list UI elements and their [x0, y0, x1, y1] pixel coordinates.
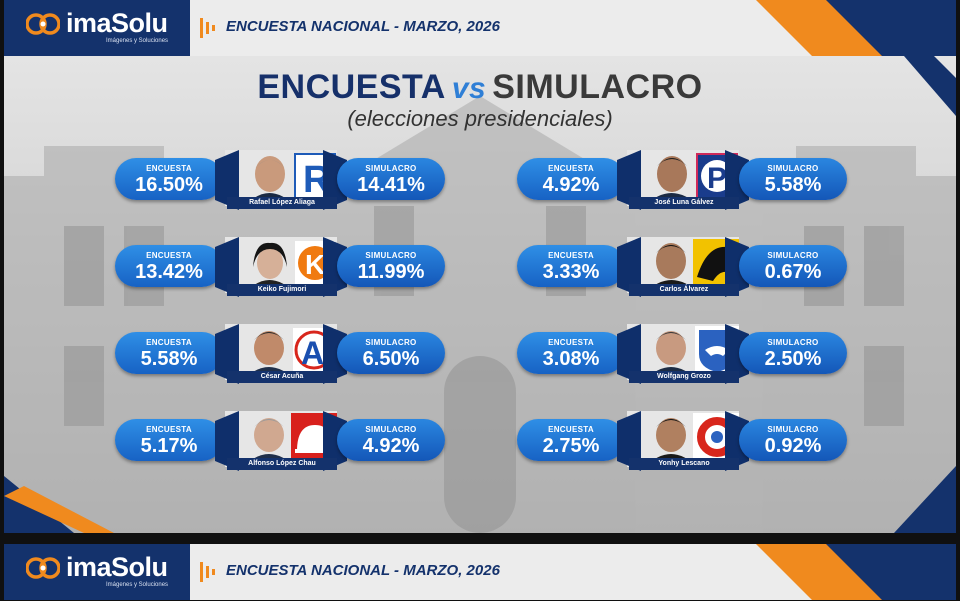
encuesta-value: 13.42%: [135, 261, 203, 283]
encuesta-label: ENCUESTA: [548, 425, 594, 434]
header-corner-decoration: [756, 0, 956, 56]
header-title: ENCUESTA NACIONAL - MARZO, 2026: [226, 18, 500, 35]
letter-k-logo-icon: K: [305, 249, 325, 280]
page-title: ENCUESTA vs SIMULACRO: [4, 68, 956, 107]
simulacro-pill: SIMULACRO 5.58%: [739, 158, 847, 200]
brand-logo-block: imaSolu Imágenes y Soluciones: [4, 0, 190, 56]
header-corner-decoration: [756, 544, 956, 600]
simulacro-pill: SIMULACRO 0.67%: [739, 245, 847, 287]
simulacro-value: 5.58%: [764, 174, 822, 196]
simulacro-label: SIMULACRO: [767, 425, 819, 434]
simulacro-value: 6.50%: [362, 348, 420, 370]
candidate-name: Wolfgang Grozo: [629, 371, 739, 383]
encuesta-value: 2.75%: [542, 435, 600, 457]
bottom-header-bar: imaSolu Imágenes y Soluciones ENCUESTA N…: [4, 544, 956, 600]
encuesta-pill: ENCUESTA 3.33%: [517, 245, 625, 287]
title-simulacro: SIMULACRO: [492, 68, 703, 106]
encuesta-value: 3.33%: [542, 261, 600, 283]
simulacro-value: 2.50%: [764, 348, 822, 370]
candidate-card-grozo: ENCUESTA 3.08% Wolfgang Grozo SIMULACRO …: [517, 324, 849, 384]
simulacro-pill: SIMULACRO 14.41%: [337, 158, 445, 200]
encuesta-pill: ENCUESTA 3.08%: [517, 332, 625, 374]
simulacro-pill: SIMULACRO 4.92%: [337, 419, 445, 461]
letter-a-logo-icon: A: [301, 335, 324, 371]
encuesta-value: 3.08%: [542, 348, 600, 370]
simulacro-pill: SIMULACRO 11.99%: [337, 245, 445, 287]
simulacro-value: 14.41%: [357, 174, 425, 196]
candidate-name: Yonhy Lescano: [629, 458, 739, 470]
ribbon-wedge-left: [215, 150, 239, 210]
candidate-name: César Acuña: [227, 371, 337, 383]
simulacro-pill: SIMULACRO 2.50%: [739, 332, 847, 374]
top-header-bar: imaSolu Imágenes y Soluciones ENCUESTA N…: [4, 0, 956, 56]
candidate-card-acuna: ENCUESTA 5.58% A César Acuña SIMULACRO 6…: [115, 324, 447, 384]
encuesta-value: 4.92%: [542, 174, 600, 196]
encuesta-label: ENCUESTA: [548, 251, 594, 260]
brand-tagline: Imágenes y Soluciones: [106, 38, 169, 44]
simulacro-pill: SIMULACRO 6.50%: [337, 332, 445, 374]
candidate-card-lopez-aliaga: ENCUESTA 16.50% R Rafael López Aliaga SI…: [115, 150, 447, 210]
simulacro-pill: SIMULACRO 0.92%: [739, 419, 847, 461]
brand-name: imaSolu: [66, 552, 168, 582]
ribbon-wedge-left: [617, 237, 641, 297]
simulacro-label: SIMULACRO: [365, 425, 417, 434]
ribbon-wedge-left: [215, 237, 239, 297]
candidate-name: Carlos Álvarez: [629, 284, 739, 296]
encuesta-value: 5.58%: [140, 348, 198, 370]
encuesta-pill: ENCUESTA 4.92%: [517, 158, 625, 200]
title-encuesta: ENCUESTA: [257, 68, 446, 106]
ribbon-wedge-left: [617, 324, 641, 384]
encuesta-label: ENCUESTA: [146, 425, 192, 434]
title-vs: vs: [451, 72, 487, 105]
candidate-name: José Luna Gálvez: [629, 197, 739, 209]
candidate-name: Alfonso López Chau: [227, 458, 337, 470]
imasolu-logo-icon: [26, 13, 60, 35]
brand-tagline: Imágenes y Soluciones: [106, 582, 169, 588]
candidate-card-fujimori: ENCUESTA 13.42% K Keiko Fujimori SIMULAC…: [115, 237, 447, 297]
candidate-card-lescano: ENCUESTA 2.75% Yonhy Lescano SIMULACRO 0…: [517, 411, 849, 471]
letter-p-logo-icon: P: [707, 162, 727, 195]
encuesta-pill: ENCUESTA 5.58%: [115, 332, 223, 374]
brand-logo-block: imaSolu Imágenes y Soluciones: [4, 544, 190, 600]
candidate-card-alvarez: ENCUESTA 3.33% Carlos Álvarez SIMULACRO …: [517, 237, 849, 297]
candidate-name: Rafael López Aliaga: [227, 197, 337, 209]
ribbon-wedge-left: [215, 411, 239, 471]
brand-name: imaSolu: [66, 8, 168, 38]
simulacro-value: 0.92%: [764, 435, 822, 457]
imasolu-logo-icon: [26, 557, 60, 579]
ribbon-wedge-left: [617, 150, 641, 210]
simulacro-label: SIMULACRO: [767, 164, 819, 173]
simulacro-value: 4.92%: [362, 435, 420, 457]
simulacro-label: SIMULACRO: [365, 338, 417, 347]
candidate-card-luna-galvez: ENCUESTA 4.92% P José Luna Gálvez SIMULA…: [517, 150, 849, 210]
encuesta-label: ENCUESTA: [146, 338, 192, 347]
candidate-name: Keiko Fujimori: [227, 284, 337, 296]
encuesta-value: 5.17%: [140, 435, 198, 457]
main-panel: ENCUESTA vs SIMULACRO (elecciones presiden…: [4, 56, 956, 533]
simulacro-label: SIMULACRO: [365, 251, 417, 260]
simulacro-label: SIMULACRO: [767, 251, 819, 260]
encuesta-pill: ENCUESTA 5.17%: [115, 419, 223, 461]
candidate-card-lopez-chau: ENCUESTA 5.17% Alfonso López Chau SIMULA…: [115, 411, 447, 471]
simulacro-value: 11.99%: [357, 261, 425, 283]
page-subtitle: (elecciones presidenciales): [347, 106, 613, 131]
ribbon-wedge-left: [215, 324, 239, 384]
header-title: ENCUESTA NACIONAL - MARZO, 2026: [226, 562, 500, 579]
encuesta-label: ENCUESTA: [548, 338, 594, 347]
encuesta-pill: ENCUESTA 2.75%: [517, 419, 625, 461]
simulacro-label: SIMULACRO: [365, 164, 417, 173]
encuesta-value: 16.50%: [135, 174, 203, 196]
encuesta-label: ENCUESTA: [146, 164, 192, 173]
simulacro-label: SIMULACRO: [767, 338, 819, 347]
ribbon-wedge-left: [617, 411, 641, 471]
encuesta-label: ENCUESTA: [548, 164, 594, 173]
simulacro-value: 0.67%: [764, 261, 822, 283]
encuesta-pill: ENCUESTA 16.50%: [115, 158, 223, 200]
signal-bars-icon: [200, 18, 215, 38]
encuesta-label: ENCUESTA: [146, 251, 192, 260]
encuesta-pill: ENCUESTA 13.42%: [115, 245, 223, 287]
signal-bars-icon: [200, 562, 215, 582]
